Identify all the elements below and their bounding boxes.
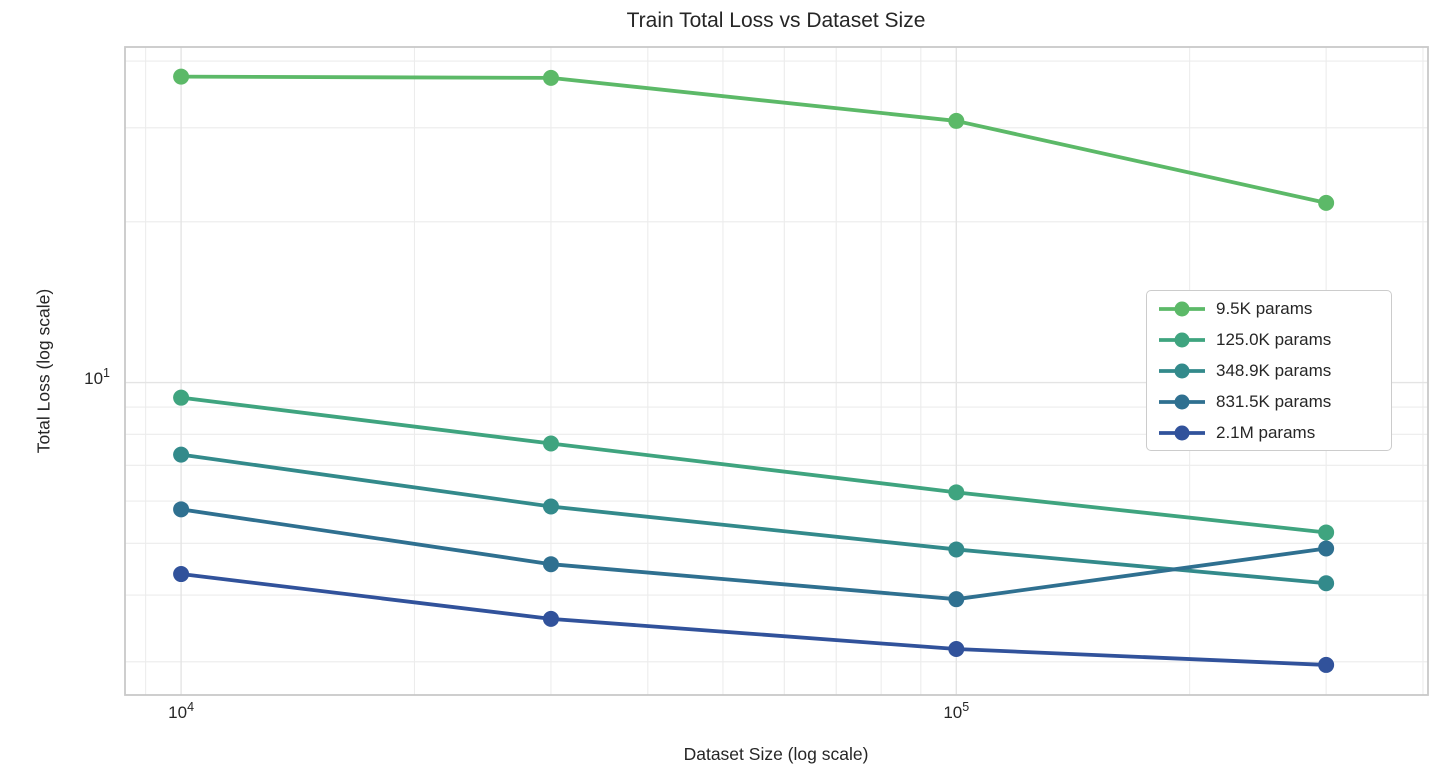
x-tick-label: 104 (168, 700, 195, 723)
data-point-marker (1318, 575, 1335, 592)
data-point-marker (542, 69, 559, 86)
data-point-marker (948, 591, 965, 608)
legend-marker-icon (1159, 425, 1205, 440)
data-point-marker (1318, 194, 1335, 211)
legend-item: 125.0K params (1156, 330, 1383, 350)
legend: 9.5K params 125.0K params 348.9K params 831… (1146, 290, 1392, 451)
legend-label: 9.5K params (1216, 298, 1313, 318)
chart-title: Train Total Loss vs Dataset Size (626, 9, 926, 32)
tick-exponent: 4 (187, 700, 195, 714)
series-125-0k-params (173, 389, 1335, 541)
series-9-5k-params (173, 68, 1335, 211)
series-line (179, 452, 1329, 586)
series-line (179, 572, 1329, 667)
tick-base: 10 (84, 368, 104, 388)
plot-frame (124, 46, 1429, 696)
legend-label: 125.0K params (1216, 329, 1332, 349)
x-axis-label: Dataset Size (log scale) (683, 744, 869, 764)
data-point-marker (948, 541, 965, 558)
legend-marker-icon (1159, 332, 1205, 347)
data-point-marker (173, 566, 190, 583)
y-tick-label: 101 (58, 365, 110, 389)
legend-marker-icon (1159, 394, 1205, 409)
legend-item: 9.5K params (1156, 299, 1383, 319)
data-point-marker (173, 68, 190, 85)
tick-exponent: 5 (962, 700, 970, 714)
series-line (179, 74, 1329, 205)
legend-label: 831.5K params (1216, 391, 1332, 411)
series-831-5k-params (173, 501, 1335, 608)
series-line (179, 507, 1329, 602)
x-tick-label: 105 (943, 700, 970, 723)
legend-label: 348.9K params (1216, 360, 1332, 380)
data-point-marker (1318, 524, 1335, 541)
legend-item: 348.9K params (1156, 361, 1383, 381)
tick-exponent: 1 (103, 365, 110, 380)
series-348-9k-params (173, 446, 1335, 592)
data-point-marker (542, 435, 559, 452)
legend-marker-icon (1159, 301, 1205, 316)
data-point-marker (948, 112, 965, 129)
data-point-marker (173, 446, 190, 463)
data-point-marker (542, 498, 559, 515)
data-point-marker (542, 556, 559, 573)
data-point-marker (948, 641, 965, 658)
legend-marker-icon (1159, 363, 1205, 378)
data-point-marker (948, 484, 965, 501)
tick-base: 10 (168, 703, 188, 722)
data-point-marker (1318, 540, 1335, 557)
data-point-marker (542, 610, 559, 627)
legend-item: 2.1M params (1156, 423, 1383, 443)
data-point-marker (1318, 656, 1335, 673)
legend-item: 831.5K params (1156, 392, 1383, 412)
series-2-1m-params (173, 566, 1335, 673)
series-line (179, 395, 1329, 535)
legend-label: 2.1M params (1216, 422, 1316, 442)
data-point-marker (173, 389, 190, 406)
data-point-marker (173, 501, 190, 518)
tick-base: 10 (943, 703, 963, 722)
